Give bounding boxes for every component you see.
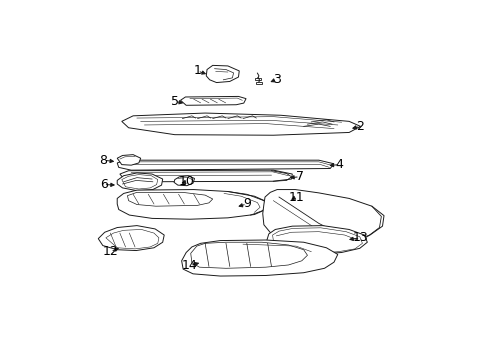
Polygon shape (117, 155, 141, 165)
Text: 11: 11 (287, 190, 304, 203)
Ellipse shape (225, 254, 235, 265)
Polygon shape (117, 190, 268, 219)
Text: 3: 3 (273, 73, 281, 86)
Ellipse shape (206, 250, 217, 261)
Text: 12: 12 (102, 245, 118, 258)
Polygon shape (288, 238, 318, 244)
Text: 8: 8 (100, 154, 107, 167)
Polygon shape (180, 96, 245, 105)
Text: 10: 10 (178, 175, 194, 188)
Text: 4: 4 (335, 158, 343, 171)
Text: 14: 14 (182, 259, 198, 272)
Text: 9: 9 (243, 198, 250, 211)
Polygon shape (181, 240, 337, 276)
Polygon shape (262, 190, 383, 245)
Ellipse shape (299, 199, 311, 209)
Polygon shape (255, 82, 262, 84)
Text: 13: 13 (352, 231, 367, 244)
Polygon shape (120, 170, 292, 182)
Polygon shape (117, 160, 333, 170)
Ellipse shape (276, 196, 283, 202)
Text: 6: 6 (100, 178, 107, 191)
Ellipse shape (325, 207, 336, 215)
Text: 7: 7 (295, 170, 303, 183)
Polygon shape (266, 226, 366, 255)
Polygon shape (122, 113, 360, 135)
Polygon shape (117, 173, 163, 191)
Ellipse shape (314, 238, 323, 243)
Text: 5: 5 (170, 95, 179, 108)
Polygon shape (98, 226, 164, 251)
Text: 1: 1 (193, 64, 201, 77)
Text: 2: 2 (356, 120, 364, 133)
Polygon shape (206, 66, 239, 82)
Ellipse shape (124, 159, 128, 162)
Polygon shape (255, 77, 261, 80)
Polygon shape (174, 176, 194, 186)
